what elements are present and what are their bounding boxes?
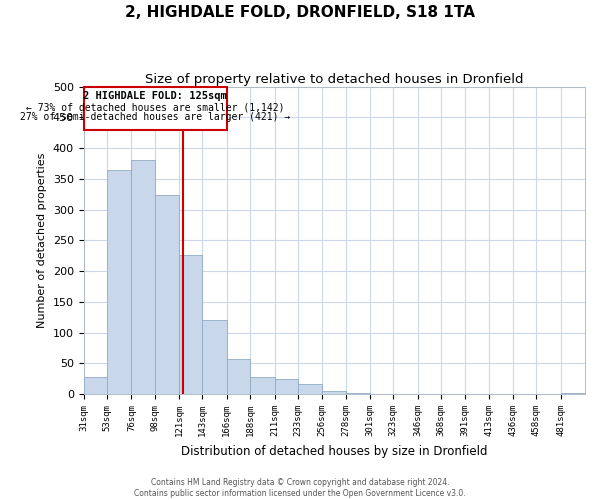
Bar xyxy=(346,393,370,394)
Bar xyxy=(322,390,346,394)
Bar xyxy=(202,320,227,394)
Bar xyxy=(155,195,179,394)
Bar xyxy=(275,380,298,394)
Text: 27% of semi-detached houses are larger (421) →: 27% of semi-detached houses are larger (… xyxy=(20,112,290,122)
Bar xyxy=(84,86,227,130)
Text: Contains HM Land Registry data © Crown copyright and database right 2024.
Contai: Contains HM Land Registry data © Crown c… xyxy=(134,478,466,498)
Bar xyxy=(107,170,131,394)
Text: ← 73% of detached houses are smaller (1,142): ← 73% of detached houses are smaller (1,… xyxy=(26,102,284,112)
X-axis label: Distribution of detached houses by size in Dronfield: Distribution of detached houses by size … xyxy=(181,444,488,458)
Text: 2 HIGHDALE FOLD: 125sqm: 2 HIGHDALE FOLD: 125sqm xyxy=(83,91,227,101)
Bar xyxy=(179,255,202,394)
Bar xyxy=(560,393,585,394)
Title: Size of property relative to detached houses in Dronfield: Size of property relative to detached ho… xyxy=(145,72,524,86)
Text: 2, HIGHDALE FOLD, DRONFIELD, S18 1TA: 2, HIGHDALE FOLD, DRONFIELD, S18 1TA xyxy=(125,5,475,20)
Bar xyxy=(84,377,107,394)
Bar xyxy=(250,377,275,394)
Y-axis label: Number of detached properties: Number of detached properties xyxy=(37,152,47,328)
Bar xyxy=(227,358,250,394)
Bar xyxy=(131,160,155,394)
Bar xyxy=(298,384,322,394)
